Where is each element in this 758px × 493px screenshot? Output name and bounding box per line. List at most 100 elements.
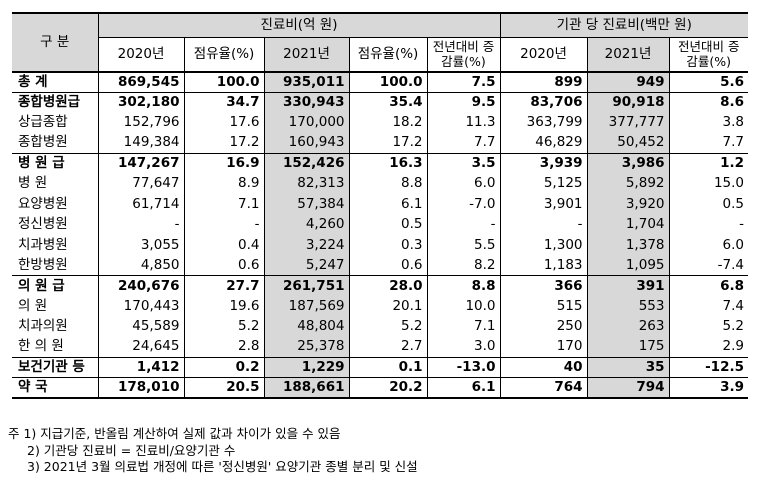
table-cell: 7.5 (427, 70, 501, 93)
table-row: 치과의원 45,589 5.2 48,804 5.2 7.1 250 263 5.2 (12, 316, 748, 338)
table-cell: 935,011 (264, 70, 350, 93)
table-cell: 3,920 (587, 194, 670, 215)
table-cell: 5.2 (184, 316, 265, 338)
table-cell: 35 (587, 356, 670, 378)
table-cell: 6.1 (427, 377, 501, 400)
col-inst-change-rate: 전년대비 증감률(%) (678, 39, 740, 69)
table-cell: 178,010 (98, 377, 185, 400)
table-row: 의 원 170,443 19.6 187,569 20.1 10.0 515 553 7.4 (12, 296, 748, 317)
table-cell: -13.0 (427, 356, 501, 378)
table-cell: 0.1 (349, 356, 428, 378)
table-cell: - (184, 214, 265, 236)
table-cell: -12.5 (669, 356, 748, 378)
table-cell: 0.4 (184, 235, 265, 256)
table-cell: - (500, 214, 588, 236)
table-cell: 152,796 (98, 112, 185, 134)
table-cell: 8.9 (184, 173, 265, 195)
row-label: 치과의원 (12, 316, 99, 338)
row-label: 요양병원 (12, 194, 99, 215)
table-cell: 377,777 (587, 112, 670, 134)
table-cell: 175 (587, 337, 670, 358)
table-cell: 17.6 (184, 112, 265, 134)
table-cell: 9.5 (427, 91, 501, 113)
table-cell: 553 (587, 296, 670, 317)
table-row: 요양병원 61,714 7.1 57,384 6.1 -7.0 3,901 3,920 0.5 (12, 194, 748, 215)
table-cell: 3.8 (722, 114, 744, 131)
table-cell: 61,714 (98, 194, 185, 215)
row-label: 한방병원 (12, 255, 99, 276)
table-cell: 100.0 (184, 70, 265, 93)
table-cell: 17.2 (184, 133, 265, 154)
table-cell: -7.4 (717, 256, 744, 273)
table-cell: 5,247 (264, 255, 350, 276)
row-label: 의 원 (12, 296, 99, 317)
row-label: 종합병원급 (12, 91, 99, 113)
table-cell: 3,901 (500, 194, 588, 215)
table-cell: 8.8 (349, 173, 428, 195)
table-cell: 83,706 (500, 91, 588, 113)
table-cell: 48,804 (264, 316, 350, 338)
table-cell: 3.9 (669, 377, 748, 400)
table-cell: 17.2 (349, 133, 428, 154)
table-cell: 1,412 (98, 356, 185, 378)
table-cell: 6.1 (349, 194, 428, 215)
table-cell: 2.7 (349, 337, 428, 358)
table-cell: 5.6 (669, 70, 748, 93)
footnote-3: 3) 2021년 3월 의료법 개정에 따른 '정신병원' 요양기관 종별 분리… (27, 459, 418, 474)
table-cell: 20.5 (184, 377, 265, 400)
table-cell: 1,704 (587, 214, 670, 236)
header-group-medical-expense: 진료비(억 원) (98, 12, 501, 38)
table-cell: 1.2 (669, 153, 748, 174)
table-cell: 869,545 (98, 70, 185, 93)
table-cell: 8.6 (669, 91, 748, 113)
table-cell: 16.3 (349, 153, 428, 174)
table-cell: 0.6 (184, 255, 265, 276)
table-cell: 46,829 (500, 133, 588, 154)
col-change-rate: 전년대비 증감률(%) (427, 37, 501, 72)
table-row: 상급종합 152,796 17.6 170,000 18.2 11.3 363,799 377… (12, 112, 748, 134)
table-cell: 4,850 (98, 255, 185, 276)
table-cell: - (98, 214, 185, 236)
table-cell: 170 (500, 337, 588, 358)
table-cell: 100.0 (349, 70, 428, 93)
footnote-2: 2) 기관당 진료비 = 진료비/요양기관 수 (27, 442, 236, 458)
row-label: 병 원 (12, 173, 99, 195)
table-cell: 160,943 (264, 133, 350, 154)
table-cell: 170,443 (98, 296, 185, 317)
table-cell: 7.7 (427, 133, 501, 154)
table-cell: 6.0 (722, 236, 744, 253)
row-label: 보건기관 등 (12, 356, 99, 378)
table-row: 보건기관 등 1,412 0.2 1,229 0.1 -13.0 40 35 -12.5 (12, 356, 748, 378)
table-cell: 28.0 (349, 275, 428, 297)
table-cell: 77,647 (98, 173, 185, 195)
table-cell: 764 (500, 377, 588, 400)
table-cell: 1,300 (500, 235, 588, 256)
table-cell: 1,378 (587, 235, 670, 256)
table-cell: 949 (587, 70, 670, 93)
table-row: 병 원 급 147,267 16.9 152,426 16.3 3.5 3,939 3,986… (12, 153, 748, 174)
table-cell: 8.2 (427, 255, 501, 276)
table-cell: 149,384 (98, 133, 185, 154)
table-cell: - (739, 216, 744, 233)
table-cell: 24,645 (98, 337, 185, 358)
medical-expense-table: 구 분 진료비(억 원) 기관 당 진료비(백만 원) 2020년 점유율(%)… (12, 12, 748, 400)
table-cell: 170,000 (264, 112, 350, 134)
table-cell: 366 (500, 275, 588, 297)
table-row: 약 국 178,010 20.5 188,661 20.2 6.1 764 794 3.9 (12, 377, 748, 400)
table-cell: 35.4 (349, 91, 428, 113)
table-cell: 19.6 (184, 296, 265, 317)
table-cell: 11.3 (427, 112, 501, 134)
table-cell: 8.8 (427, 275, 501, 297)
table-cell: 20.2 (349, 377, 428, 400)
table-row: 의 원 급 240,676 27.7 261,751 28.0 8.8 366 391 6.8 (12, 275, 748, 297)
table-cell: 18.2 (349, 112, 428, 134)
table-cell: 2.8 (184, 337, 265, 358)
table-cell: 3.5 (427, 153, 501, 174)
row-label: 종합병원 (12, 133, 99, 154)
footnotes: 주 1) 지급기준, 반올림 계산하여 실제 값과 차이가 있을 수 있음 2)… (8, 426, 418, 476)
table-cell: 0.5 (349, 214, 428, 236)
table-cell: 391 (587, 275, 670, 297)
row-label: 한 의 원 (12, 337, 99, 358)
table-cell: 152,426 (264, 153, 350, 174)
col-2020: 2020년 (98, 37, 185, 72)
